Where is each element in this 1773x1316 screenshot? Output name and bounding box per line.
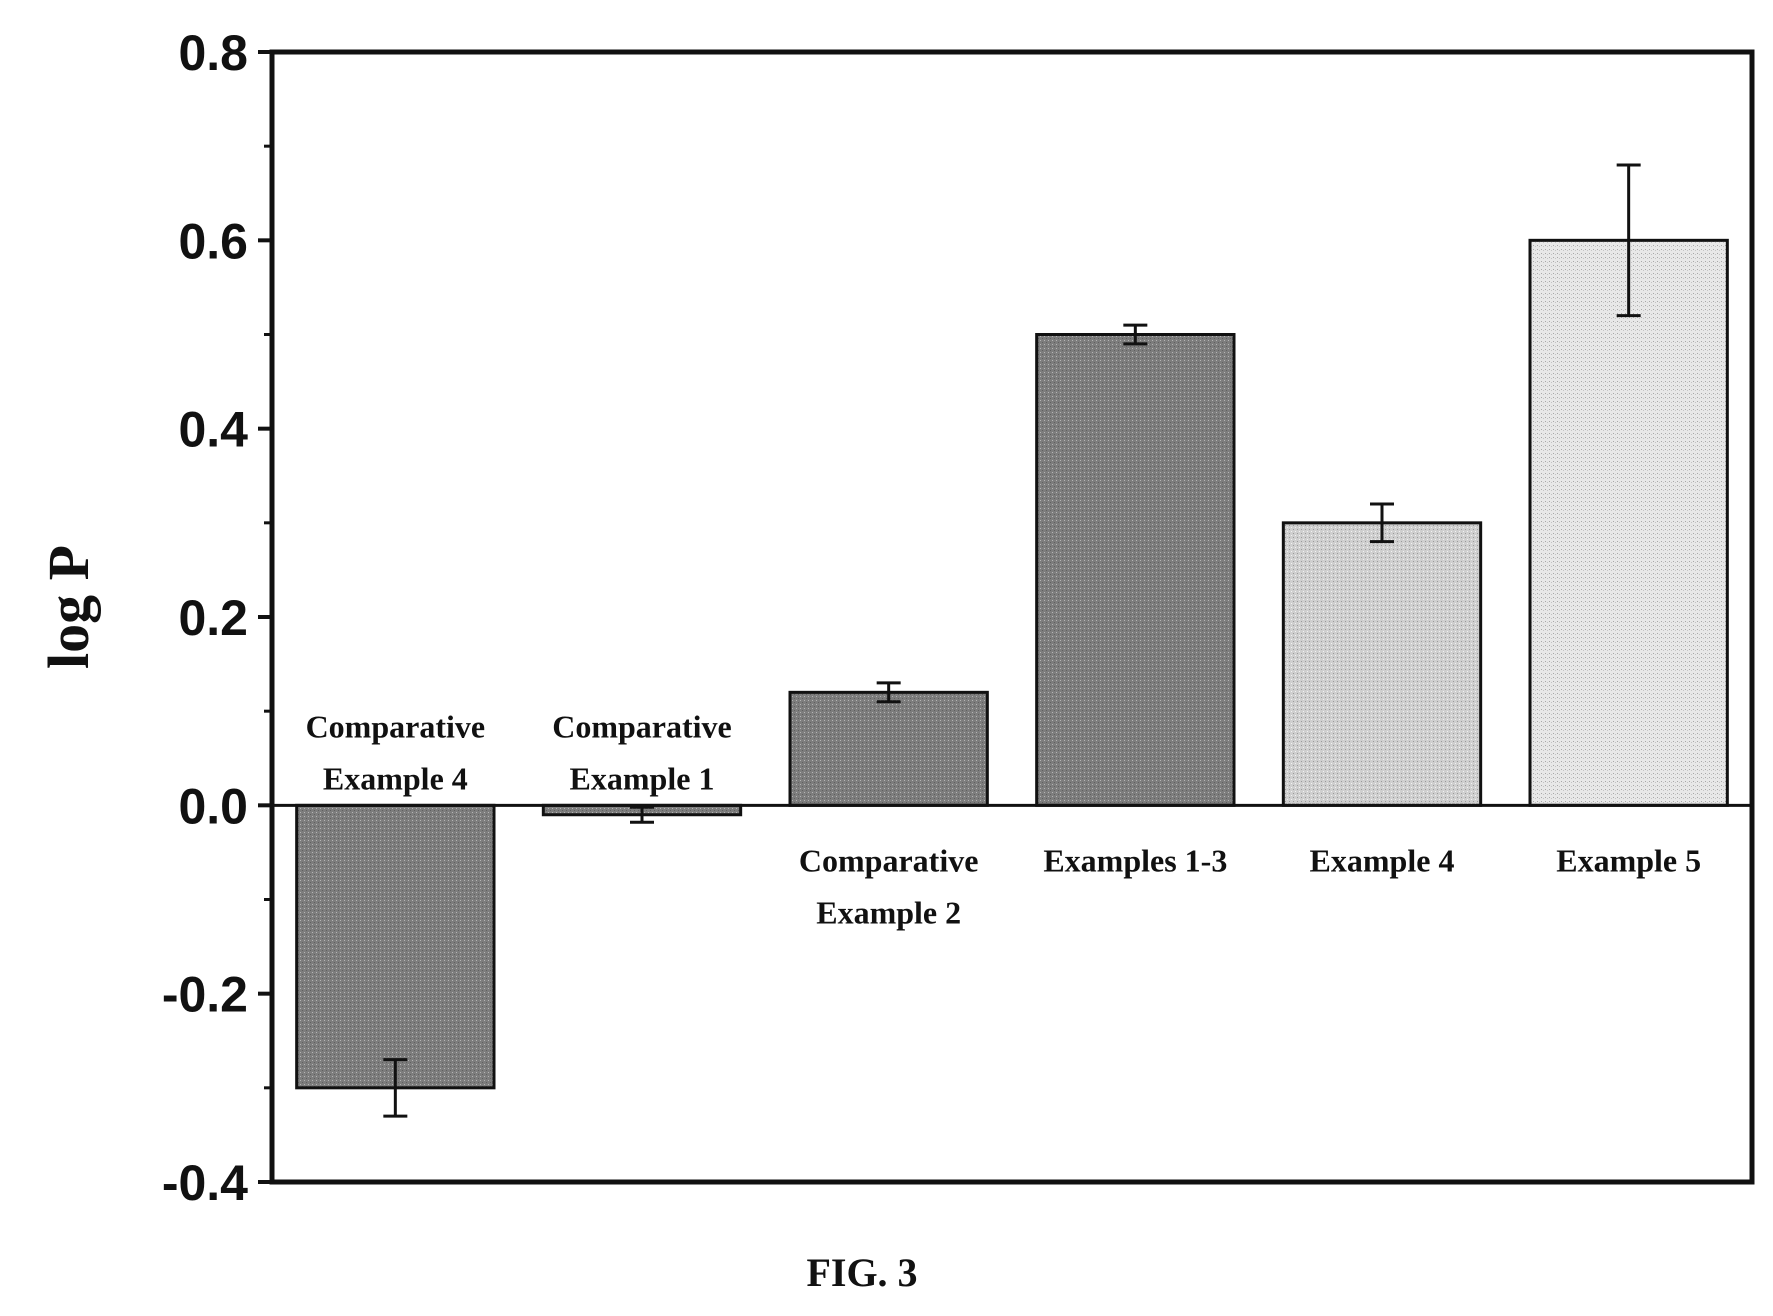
y-tick-label: -0.2 (162, 967, 248, 1023)
bar (295, 803, 496, 1090)
y-tick-label: 0.2 (178, 590, 248, 646)
y-tick-label: 0.6 (178, 213, 248, 269)
y-tick-label: -0.4 (162, 1155, 248, 1211)
category-labels: Comparative Example 4 Comparative Example 1… (306, 708, 1702, 930)
bar (788, 690, 989, 807)
error-bars-group (383, 163, 1641, 1118)
category-label: Comparative (552, 708, 732, 744)
bar (1035, 333, 1236, 807)
category-label: Examples 1-3 (1043, 842, 1227, 878)
category-label: Comparative (306, 708, 486, 744)
bar (1281, 521, 1483, 807)
y-tick-label: 0.0 (178, 778, 248, 834)
category-label: Example 5 (1556, 842, 1701, 878)
bar (1528, 238, 1729, 807)
figure-caption: FIG. 3 (806, 1250, 917, 1295)
y-axis-title: log P (36, 545, 101, 669)
y-axis: -0.4 -0.2 0.0 0.2 0.4 0.6 0.8 (162, 25, 272, 1211)
category-label-line2: Example 1 (570, 760, 715, 796)
category-label: Example 4 (1310, 842, 1455, 878)
category-label-line2: Example 4 (323, 760, 468, 796)
category-label-line2: Example 2 (816, 894, 961, 930)
category-label: Comparative (799, 842, 979, 878)
bars-group (295, 238, 1729, 1090)
y-tick-label: 0.4 (178, 402, 248, 458)
y-tick-label: 0.8 (178, 25, 248, 81)
